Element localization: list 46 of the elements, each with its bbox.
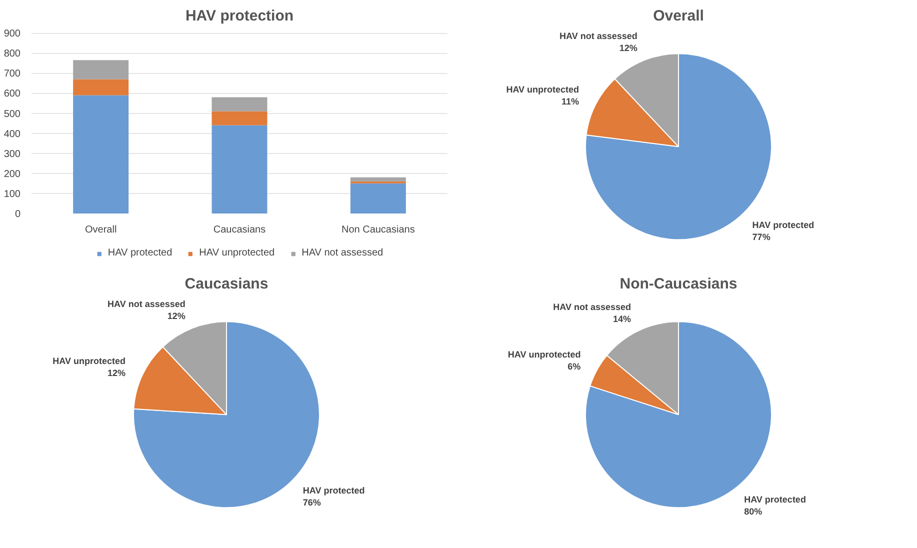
- chart-title: Overall: [653, 8, 704, 24]
- slice-label: HAV not assessed: [553, 302, 631, 312]
- data-label: 77%: [752, 232, 770, 242]
- data-label: 6%: [568, 361, 581, 372]
- y-tick-label: 800: [4, 48, 21, 60]
- bar: [73, 79, 129, 96]
- data-label: 12%: [108, 368, 126, 378]
- y-tick-label: 0: [14, 209, 21, 220]
- slice-label: HAV not assessed: [108, 299, 186, 310]
- data-label: 76%: [302, 498, 321, 508]
- bar: [73, 60, 129, 80]
- y-tick-label: 600: [4, 88, 21, 100]
- slice-label: HAV unprotected: [508, 349, 581, 360]
- chart-title: Non-Caucasians: [620, 276, 738, 292]
- legend-label: HAV unprotected: [199, 248, 275, 258]
- x-tick-label: Non Caucasians: [341, 224, 415, 236]
- slice-label: HAV protected: [744, 494, 806, 505]
- slice-label: HAV protected: [752, 220, 814, 230]
- x-tick-label: Overall: [84, 224, 117, 236]
- slice-label: HAV unprotected: [52, 356, 126, 366]
- legend-label: HAV not assessed: [302, 248, 384, 258]
- chart-title: HAV protection: [185, 8, 294, 24]
- bar: [73, 95, 129, 214]
- bar: [350, 177, 406, 182]
- y-tick-label: 900: [4, 28, 21, 40]
- y-tick-label: 400: [4, 128, 21, 140]
- legend-label: HAV protected: [108, 248, 172, 258]
- bar: [212, 125, 268, 214]
- y-tick-label: 200: [4, 168, 21, 180]
- data-label: 14%: [612, 314, 631, 324]
- bar: [212, 111, 268, 126]
- data-label: 12%: [619, 43, 638, 54]
- bar: [350, 183, 406, 214]
- x-tick-label: Caucasians: [213, 224, 266, 236]
- y-tick-label: 700: [4, 68, 21, 80]
- data-label: 12%: [167, 311, 186, 322]
- y-tick-label: 100: [4, 188, 21, 200]
- y-tick-label: 500: [4, 108, 21, 120]
- y-tick-label: 300: [4, 148, 21, 160]
- data-label: 80%: [744, 506, 762, 517]
- slice-label: HAV protected: [302, 486, 365, 496]
- slice-label: HAV unprotected: [506, 84, 580, 95]
- bar: [212, 97, 268, 112]
- chart-title: Caucasians: [184, 276, 268, 292]
- slice-label: HAV not assessed: [560, 31, 638, 42]
- data-label: 11%: [562, 96, 580, 107]
